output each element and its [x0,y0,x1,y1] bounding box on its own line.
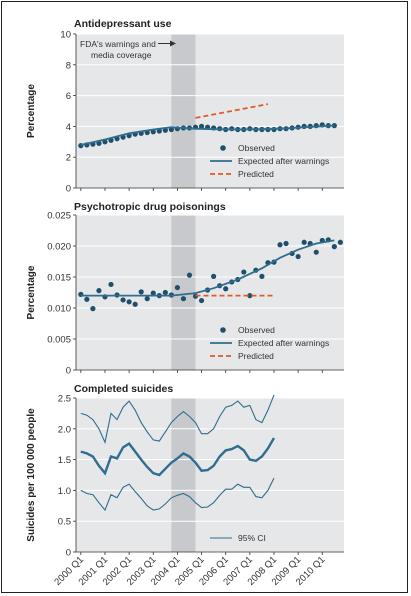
legend-observed-marker [220,327,226,333]
annotation-arrowhead [170,40,176,47]
y-tick-label: 10 [60,30,71,41]
observed-point [259,273,265,279]
y-tick-label: 4 [66,122,71,133]
y-tick-label: 0.005 [47,335,71,346]
observed-point [84,296,90,302]
warning-period-shade [171,398,196,552]
y-tick-label: 8 [66,60,71,71]
observed-point [247,293,253,299]
plot-area [76,398,344,552]
observed-point [120,297,126,303]
observed-point [96,288,102,294]
y-tick-label: 0 [66,548,71,559]
y-tick-label: 6 [66,91,71,102]
observed-point [198,123,205,129]
y-tick-label: 1.5 [58,455,71,466]
y-tick-label: 2 [66,153,71,164]
plot-area [76,215,344,370]
observed-point [132,301,138,307]
ci-lower-line [80,477,275,512]
observed-point [180,296,187,302]
observed-point [150,290,156,296]
y-tick-label: 0.020 [47,242,71,253]
y-tick-label: 2.5 [58,394,71,405]
legend-label: Predicted [238,351,274,361]
observed-point [138,289,144,295]
observed-point [174,284,181,291]
y-tick-label: 0 [66,366,71,377]
observed-point [331,244,337,250]
ci-upper-line [80,394,275,445]
chart-title: Antidepressant use [74,18,172,30]
expected-after-warnings-line [80,239,335,297]
y-axis-label: Percentage [26,84,37,138]
chart-title: Psychotropic drug poisonings [74,201,226,213]
annotation-text: media coverage [91,50,152,60]
plot-area [76,34,344,188]
observed-point [198,297,205,304]
observed-point [337,239,343,245]
y-tick-label: 0.025 [47,211,71,222]
legend-observed-marker [220,145,226,151]
y-tick-label: 0 [66,184,71,195]
legend-label: 95% CI [238,533,266,543]
annotation-text: FDA's warnings and [80,39,156,49]
y-axis-label: Suicides per 100 000 people [26,408,37,542]
observed-point [144,296,150,302]
observed-point [211,273,217,279]
observed-point [162,289,168,296]
y-tick-label: 0.010 [47,304,71,315]
warning-period-shade [171,215,196,370]
observed-point [90,306,96,312]
chart-title: Completed suicides [74,383,173,395]
observed-point [301,239,307,245]
observed-point [283,240,289,247]
expected-after-warnings-line [80,124,335,146]
legend-label: Expected after warnings [238,156,329,166]
observed-point [241,269,247,275]
observed-point [295,253,301,260]
legend-label: Predicted [238,169,274,179]
legend-label: Observed [238,143,275,153]
observed-point [223,286,229,292]
predicted-line [195,103,269,119]
y-tick-label: 2.0 [58,424,71,435]
y-tick-label: 0.015 [47,273,71,284]
y-tick-label: 1.0 [58,486,71,497]
suicide-rate-line [80,437,276,477]
observed-point [313,249,319,255]
y-axis-label: Percentage [26,265,37,319]
warning-period-shade [171,34,196,188]
observed-point [277,242,283,248]
y-tick-label: 0.5 [58,517,71,528]
observed-point [331,123,337,129]
legend-label: Expected after warnings [238,338,329,348]
observed-point [186,272,193,278]
observed-point [108,281,114,288]
legend-label: Observed [238,325,275,335]
observed-point [126,299,132,305]
